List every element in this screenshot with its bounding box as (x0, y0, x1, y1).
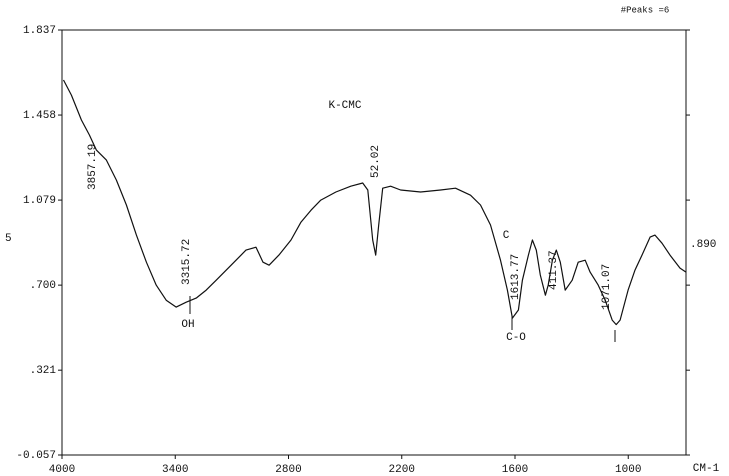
peak-label: 1613.77 (510, 254, 522, 300)
y-tick-label: 1.458 (23, 110, 56, 122)
x-tick-label: 4000 (49, 464, 75, 476)
y-tick-label: 1.837 (23, 25, 56, 37)
peak-label: 3315.72 (181, 239, 193, 285)
peak-label: 1071.07 (601, 264, 613, 310)
x-tick-label: 2800 (275, 464, 301, 476)
x-unit: CM-1 (693, 463, 720, 475)
group-label: C-O (506, 332, 526, 344)
chart-title: K-CMC (328, 100, 361, 112)
group-label: OH (181, 319, 194, 331)
left-label: 5 (5, 233, 12, 245)
spectrum-line (62, 79, 687, 326)
header-note: #Peaks =6 (621, 5, 670, 15)
y-tick-label: 1.079 (23, 195, 56, 207)
x-tick-label: 2200 (389, 464, 415, 476)
peak-label: 411.37 (548, 250, 560, 290)
x-tick-label: 3400 (162, 464, 188, 476)
x-tick-label: 1000 (615, 464, 641, 476)
peak-label: 52.02 (370, 145, 382, 178)
y-tick-label: .321 (30, 365, 57, 377)
x-tick-label: 1600 (502, 464, 528, 476)
annotations: 3857.19 3315.72 52.02 1613.77 411.37 107… (87, 144, 616, 344)
y-tick-label: .700 (30, 280, 56, 292)
plot-frame (61, 29, 687, 456)
y-tick-label: -0.057 (16, 450, 56, 462)
peak-label: 3857.19 (87, 144, 99, 190)
right-label: .890 (690, 239, 716, 251)
group-label: C (503, 230, 510, 242)
